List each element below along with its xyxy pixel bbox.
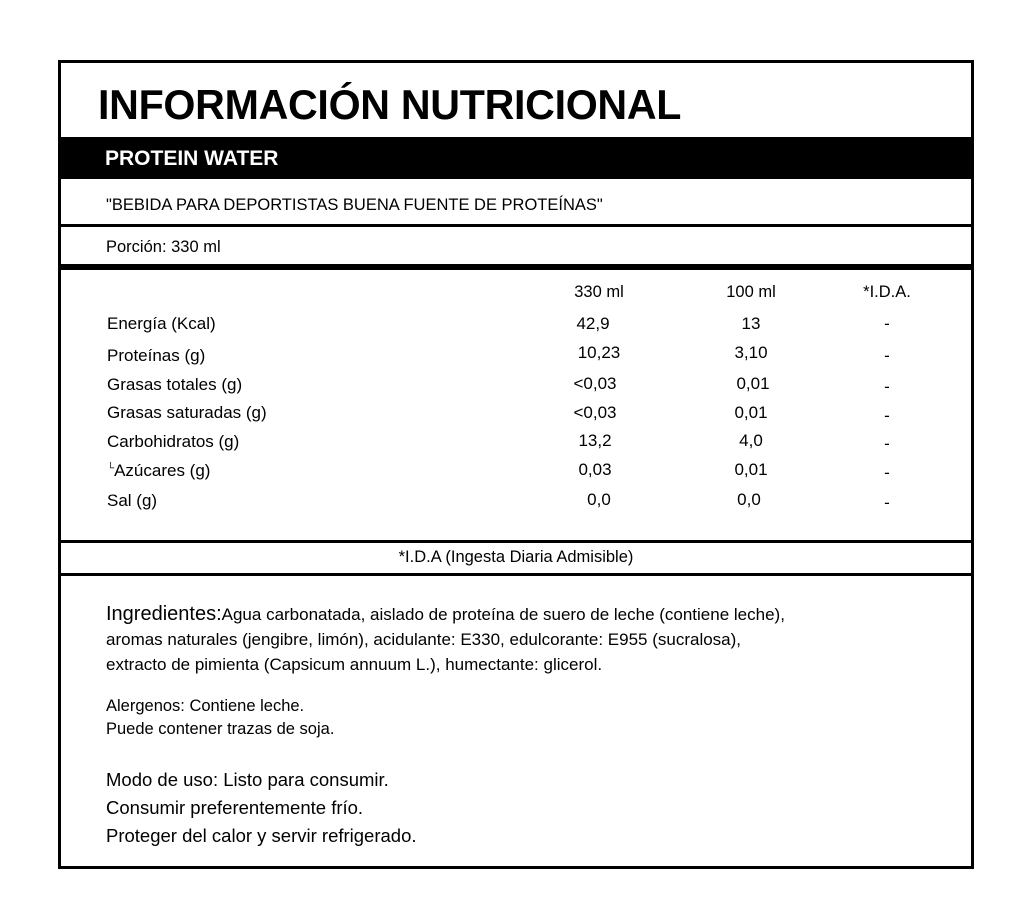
usage-line: Modo de uso: Listo para consumir. <box>106 769 389 790</box>
energy-ida: - <box>884 314 890 333</box>
ingredients-label: Ingredientes: <box>106 603 222 625</box>
nutrient-label-salt: Sal (g) <box>107 491 158 510</box>
health-claim: "BEBIDA PARA DEPORTISTAS BUENA FUENTE DE… <box>106 196 603 214</box>
sugars-per-100ml: 0,01 <box>734 460 768 479</box>
saturated-fat-ida: - <box>884 406 890 425</box>
saturated-fat-per-serving: <0,03 <box>573 403 617 422</box>
protein-per-serving: 10,23 <box>577 343 621 362</box>
energy-per-serving: 42,9 <box>576 314 610 333</box>
column-header-100ml: 100 ml <box>726 283 776 301</box>
ingredients-line: extracto de pimienta (Capsicum annuum L.… <box>106 655 603 674</box>
nutrition-label: INFORMACIÓN NUTRICIONAL PROTEIN WATER "B… <box>58 60 974 869</box>
portion-size: Porción: 330 ml <box>106 238 221 256</box>
divider <box>61 540 971 543</box>
allergens-block: Alergenos: Contiene leche. Puede contene… <box>106 695 334 741</box>
carbohydrates-ida: - <box>884 434 890 453</box>
divider <box>61 573 971 576</box>
total-fat-per-serving: <0,03 <box>573 374 617 393</box>
sugars-label-text: Azúcares (g) <box>114 461 211 480</box>
protein-ida: - <box>884 346 890 365</box>
column-header-serving: 330 ml <box>574 283 624 301</box>
thick-divider <box>61 264 971 270</box>
nutrient-label-protein: Proteínas (g) <box>107 346 206 365</box>
carbohydrates-per-100ml: 4,0 <box>739 431 763 450</box>
product-name: PROTEIN WATER <box>105 147 279 170</box>
ida-footnote: *I.D.A (Ingesta Diaria Admisible) <box>398 548 634 566</box>
sugars-per-serving: 0,03 <box>578 460 612 479</box>
salt-ida: - <box>884 493 890 512</box>
energy-per-100ml: 13 <box>741 314 761 333</box>
carbohydrates-per-serving: 13,2 <box>578 431 612 450</box>
saturated-fat-per-100ml: 0,01 <box>734 403 768 422</box>
sugars-ida: - <box>884 463 890 482</box>
column-header-ida: *I.D.A. <box>863 283 911 301</box>
nutrient-label-sugars: └Azúcares (g) <box>107 461 210 481</box>
label-title: INFORMACIÓN NUTRICIONAL <box>98 81 682 128</box>
nutrient-label-total-fat: Grasas totales (g) <box>107 375 243 394</box>
total-fat-ida: - <box>884 377 890 396</box>
ingredients-line: aromas naturales (jengibre, limón), acid… <box>106 630 742 649</box>
sub-item-marker-icon: └ <box>107 463 115 474</box>
ingredients-line: Agua carbonatada, aislado de proteína de… <box>221 605 785 624</box>
salt-per-100ml: 0,0 <box>737 490 761 509</box>
total-fat-per-100ml: 0,01 <box>736 374 770 393</box>
allergens-line: Puede contener trazas de soja. <box>106 720 335 738</box>
protein-per-100ml: 3,10 <box>734 343 768 362</box>
nutrient-label-energy: Energía (Kcal) <box>107 314 216 333</box>
usage-line: Proteger del calor y servir refrigerado. <box>106 825 417 846</box>
nutrient-label-saturated-fat: Grasas saturadas (g) <box>107 403 267 422</box>
divider <box>61 224 971 227</box>
usage-block: Modo de uso: Listo para consumir. Consum… <box>106 766 417 850</box>
product-name-band: PROTEIN WATER <box>61 137 971 179</box>
nutrient-label-carbohydrates: Carbohidratos (g) <box>107 432 240 451</box>
salt-per-serving: 0,0 <box>587 490 611 509</box>
allergens-line: Alergenos: Contiene leche. <box>106 697 305 715</box>
usage-line: Consumir preferentemente frío. <box>106 797 364 818</box>
ingredients-block: Ingredientes:Agua carbonatada, aislado d… <box>106 602 966 677</box>
